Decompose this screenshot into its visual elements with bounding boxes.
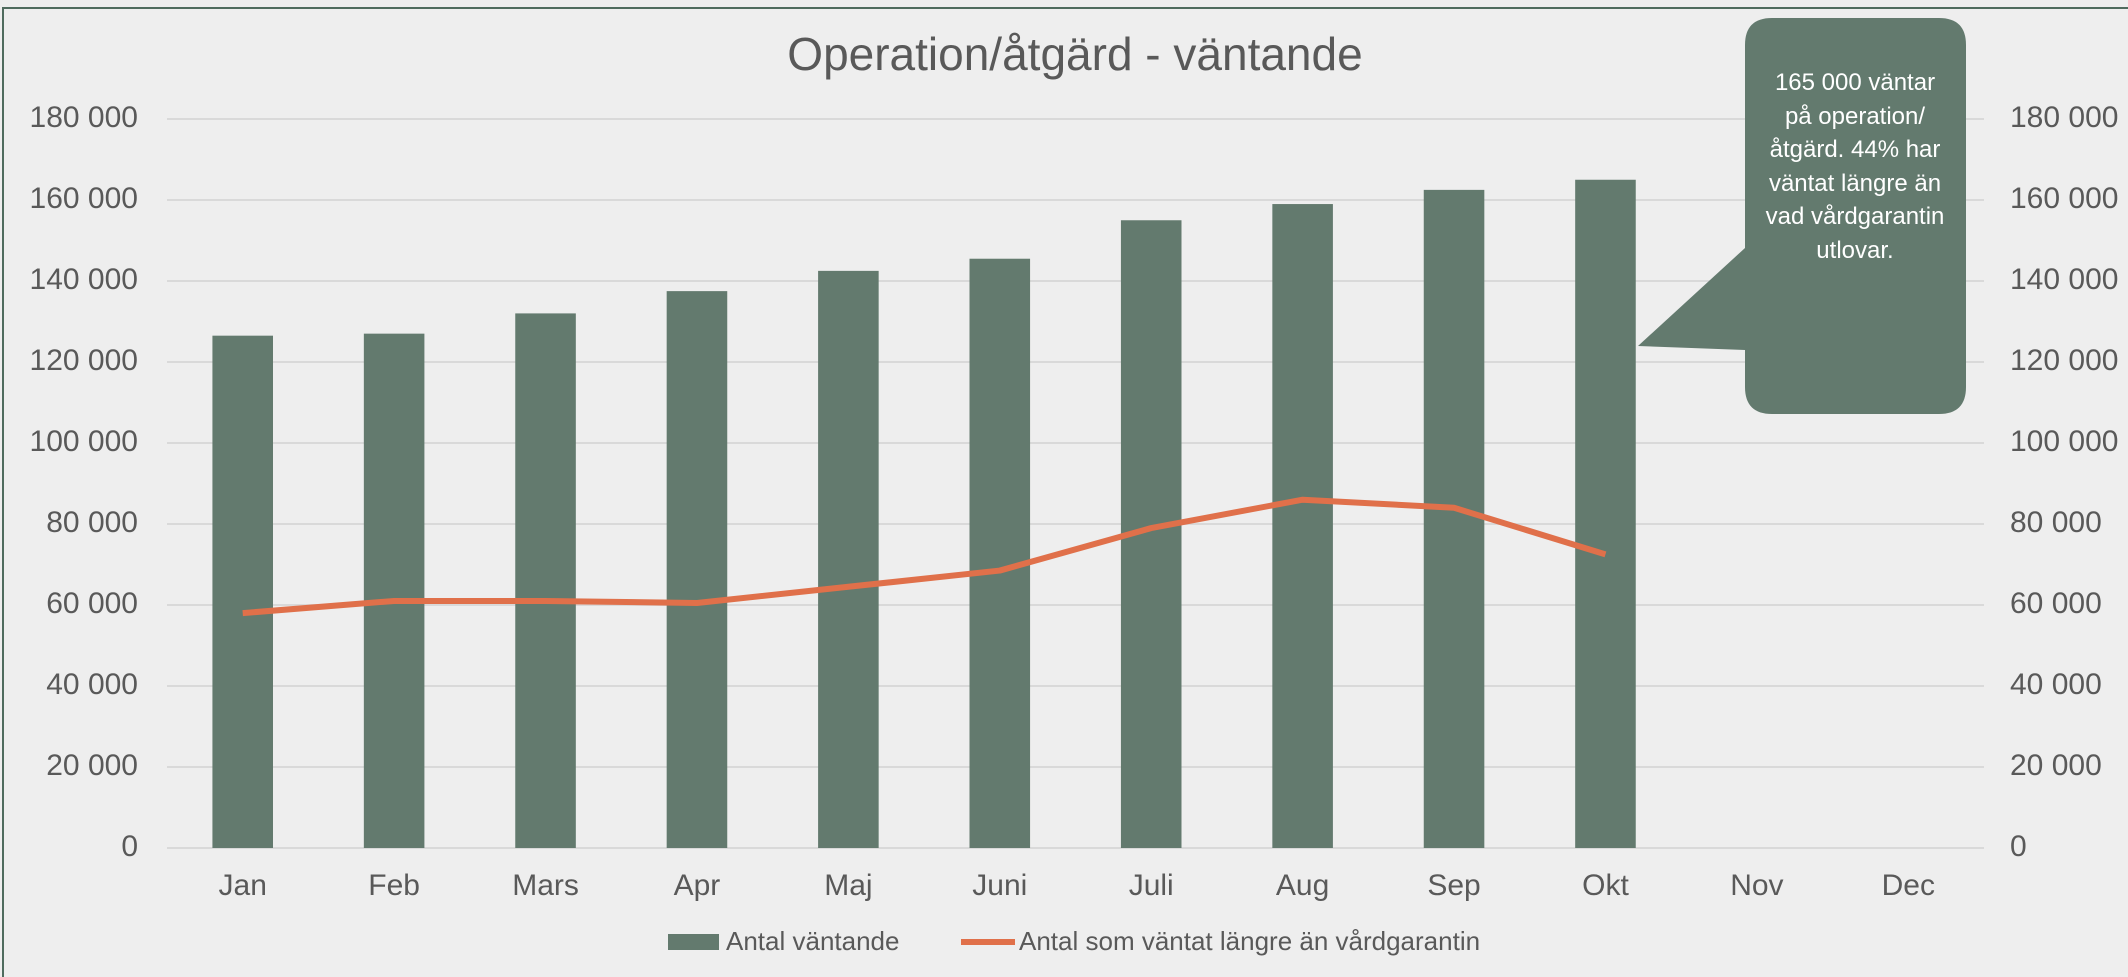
y2-tick-label: 140 000 — [2010, 263, 2118, 296]
x-tick-label: Aug — [1276, 869, 1329, 902]
x-tick-label: Juni — [972, 869, 1027, 902]
bar — [1575, 179, 1636, 848]
y-tick-label: 140 000 — [30, 263, 138, 296]
legend-label: Antal väntande — [726, 926, 899, 956]
callout — [1638, 18, 1966, 414]
y-tick-label: 120 000 — [30, 344, 138, 377]
y2-tick-label: 80 000 — [2010, 506, 2102, 539]
y-tick-label: 160 000 — [30, 182, 138, 215]
y-tick-label: 0 — [121, 830, 138, 863]
y2-tick-label: 20 000 — [2010, 749, 2102, 782]
y2-tick-label: 40 000 — [2010, 668, 2102, 701]
y-tick-label: 20 000 — [46, 749, 138, 782]
bar — [1423, 189, 1485, 848]
x-tick-label: Nov — [1730, 869, 1783, 902]
bar — [969, 258, 1031, 849]
x-tick-label: Mars — [512, 869, 579, 902]
y2-tick-label: 100 000 — [2010, 425, 2118, 458]
annotation: 165 000 väntar på operation/ åtgärd. 44%… — [1765, 69, 1945, 264]
chart-title: Operation/åtgärd - väntande — [787, 28, 1362, 80]
x-tick-label: Juli — [1129, 869, 1174, 902]
x-tick-label: Feb — [368, 869, 420, 902]
chart-border — [2, 7, 2128, 977]
x-tick-label: Maj — [824, 869, 872, 902]
y2-tick-label: 160 000 — [2010, 182, 2118, 215]
y2-tick-label: 60 000 — [2010, 587, 2102, 620]
x-tick-label: Dec — [1882, 869, 1935, 902]
bar — [666, 291, 728, 848]
y-tick-label: 80 000 — [46, 506, 138, 539]
bar — [1272, 204, 1333, 849]
y-tick-label: 40 000 — [46, 668, 138, 701]
bar — [515, 313, 576, 848]
x-tick-label: Apr — [674, 869, 721, 902]
bar — [212, 335, 273, 848]
x-tick-label: Sep — [1427, 869, 1480, 902]
x-tick-label: Jan — [219, 869, 267, 902]
bar — [363, 333, 425, 848]
bar — [818, 270, 879, 848]
line — [242, 496, 1607, 617]
x-tick-label: Okt — [1582, 869, 1629, 902]
legend-swatch — [668, 934, 719, 950]
y-tick-label: 100 000 — [30, 425, 138, 458]
y2-tick-label: 120 000 — [2010, 344, 2118, 377]
y2-tick-label: 180 000 — [2010, 101, 2118, 134]
y2-tick-label: 0 — [2010, 830, 2027, 863]
legend-label: Antal som väntat längre än vårdgarantin — [1019, 926, 1480, 956]
y-tick-label: 60 000 — [46, 587, 138, 620]
y-tick-label: 180 000 — [30, 101, 138, 134]
plot-area: 0 20 000 40 000 60 000 80 000 100 000 120 000 1… — [30, 101, 2119, 902]
